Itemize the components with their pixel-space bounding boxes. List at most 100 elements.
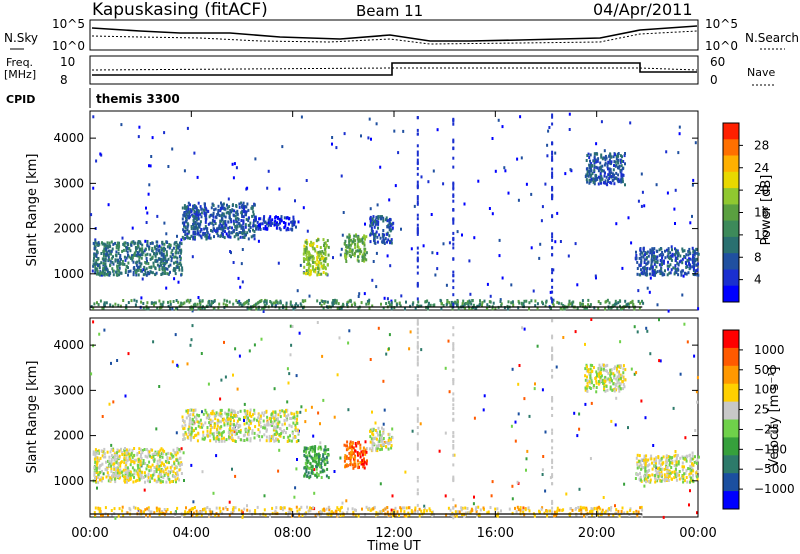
region-point — [234, 440, 237, 443]
region-point — [364, 440, 367, 444]
region-point — [479, 302, 481, 306]
region-point — [233, 214, 236, 218]
scatter-point — [176, 363, 179, 367]
region-point — [261, 222, 264, 226]
region-point — [233, 410, 236, 414]
region-point — [266, 415, 269, 419]
region-point — [670, 256, 673, 260]
region-point — [233, 419, 235, 423]
region-point — [674, 453, 677, 457]
region-point — [102, 262, 105, 265]
region-point — [233, 222, 236, 226]
region-point — [396, 510, 399, 514]
region-point — [168, 477, 171, 481]
region-point — [243, 230, 246, 234]
region-point — [688, 475, 691, 479]
region-point — [241, 205, 243, 208]
region-point — [260, 425, 263, 429]
region-point — [129, 474, 132, 478]
region-point — [609, 377, 612, 381]
region-point — [309, 462, 312, 466]
region-point — [636, 453, 639, 457]
region-point — [135, 273, 138, 277]
region-point — [420, 304, 423, 308]
region-point — [254, 215, 257, 219]
scatter-point — [519, 115, 522, 119]
region-point — [387, 442, 390, 446]
region-point — [257, 428, 260, 432]
region-point — [228, 216, 231, 220]
nsearch-tick-top: 10^5 — [705, 17, 738, 31]
region-point — [187, 427, 190, 431]
region-point — [226, 304, 229, 307]
region-point — [142, 459, 145, 462]
region-point — [690, 468, 693, 472]
region-point — [102, 476, 104, 480]
region-point — [319, 457, 322, 461]
region-point — [103, 247, 106, 251]
scatter-point — [310, 405, 313, 409]
region-point — [236, 209, 239, 213]
region-point — [609, 181, 612, 184]
region-point — [464, 306, 467, 310]
region-point — [311, 255, 314, 259]
region-point — [117, 259, 120, 263]
region-point — [212, 203, 215, 207]
region-point — [248, 307, 251, 311]
region-point — [631, 299, 634, 303]
region-point — [276, 224, 279, 228]
region-point — [683, 255, 686, 258]
region-point — [674, 256, 677, 260]
region-point — [660, 247, 663, 251]
region-point — [258, 217, 261, 221]
region-point — [97, 303, 100, 307]
region-point — [659, 478, 662, 482]
region-point — [97, 473, 100, 477]
region-point — [174, 465, 177, 469]
region-point — [217, 208, 220, 212]
region-point — [617, 301, 620, 305]
region-point — [235, 211, 238, 215]
region-point — [348, 239, 351, 243]
scatter-point — [340, 174, 343, 178]
region-point — [267, 224, 270, 228]
region-point — [618, 374, 621, 378]
region-point — [243, 205, 246, 209]
region-point — [195, 417, 198, 421]
region-point — [314, 473, 317, 477]
region-point — [643, 476, 646, 480]
region-point — [450, 300, 453, 304]
region-point — [127, 469, 130, 473]
region-point — [272, 301, 275, 305]
region-point — [129, 457, 132, 461]
region-point — [684, 272, 687, 276]
region-point — [212, 306, 215, 310]
region-point — [617, 177, 620, 181]
region-point — [252, 213, 255, 217]
scatter-point — [640, 399, 643, 403]
region-point — [595, 160, 598, 164]
region-point — [648, 474, 651, 478]
region-point — [372, 221, 375, 225]
region-point — [662, 261, 665, 265]
region-point — [243, 422, 246, 426]
scatter-point — [491, 212, 494, 216]
region-point — [228, 230, 230, 234]
region-point — [280, 219, 283, 223]
region-point — [643, 266, 646, 270]
power-colorbar-label: Power [dB] — [759, 175, 774, 246]
scatter-point — [220, 231, 223, 235]
region-point — [265, 428, 268, 432]
region-point — [209, 221, 212, 225]
scatter-point — [641, 190, 644, 194]
region-point — [677, 462, 680, 466]
region-point — [353, 301, 356, 305]
region-point — [651, 467, 654, 471]
region-point — [138, 474, 141, 478]
region-point — [108, 258, 111, 262]
region-point — [107, 253, 110, 257]
region-point — [292, 215, 295, 219]
region-point — [645, 471, 648, 475]
region-point — [369, 440, 372, 444]
region-point — [324, 259, 327, 263]
